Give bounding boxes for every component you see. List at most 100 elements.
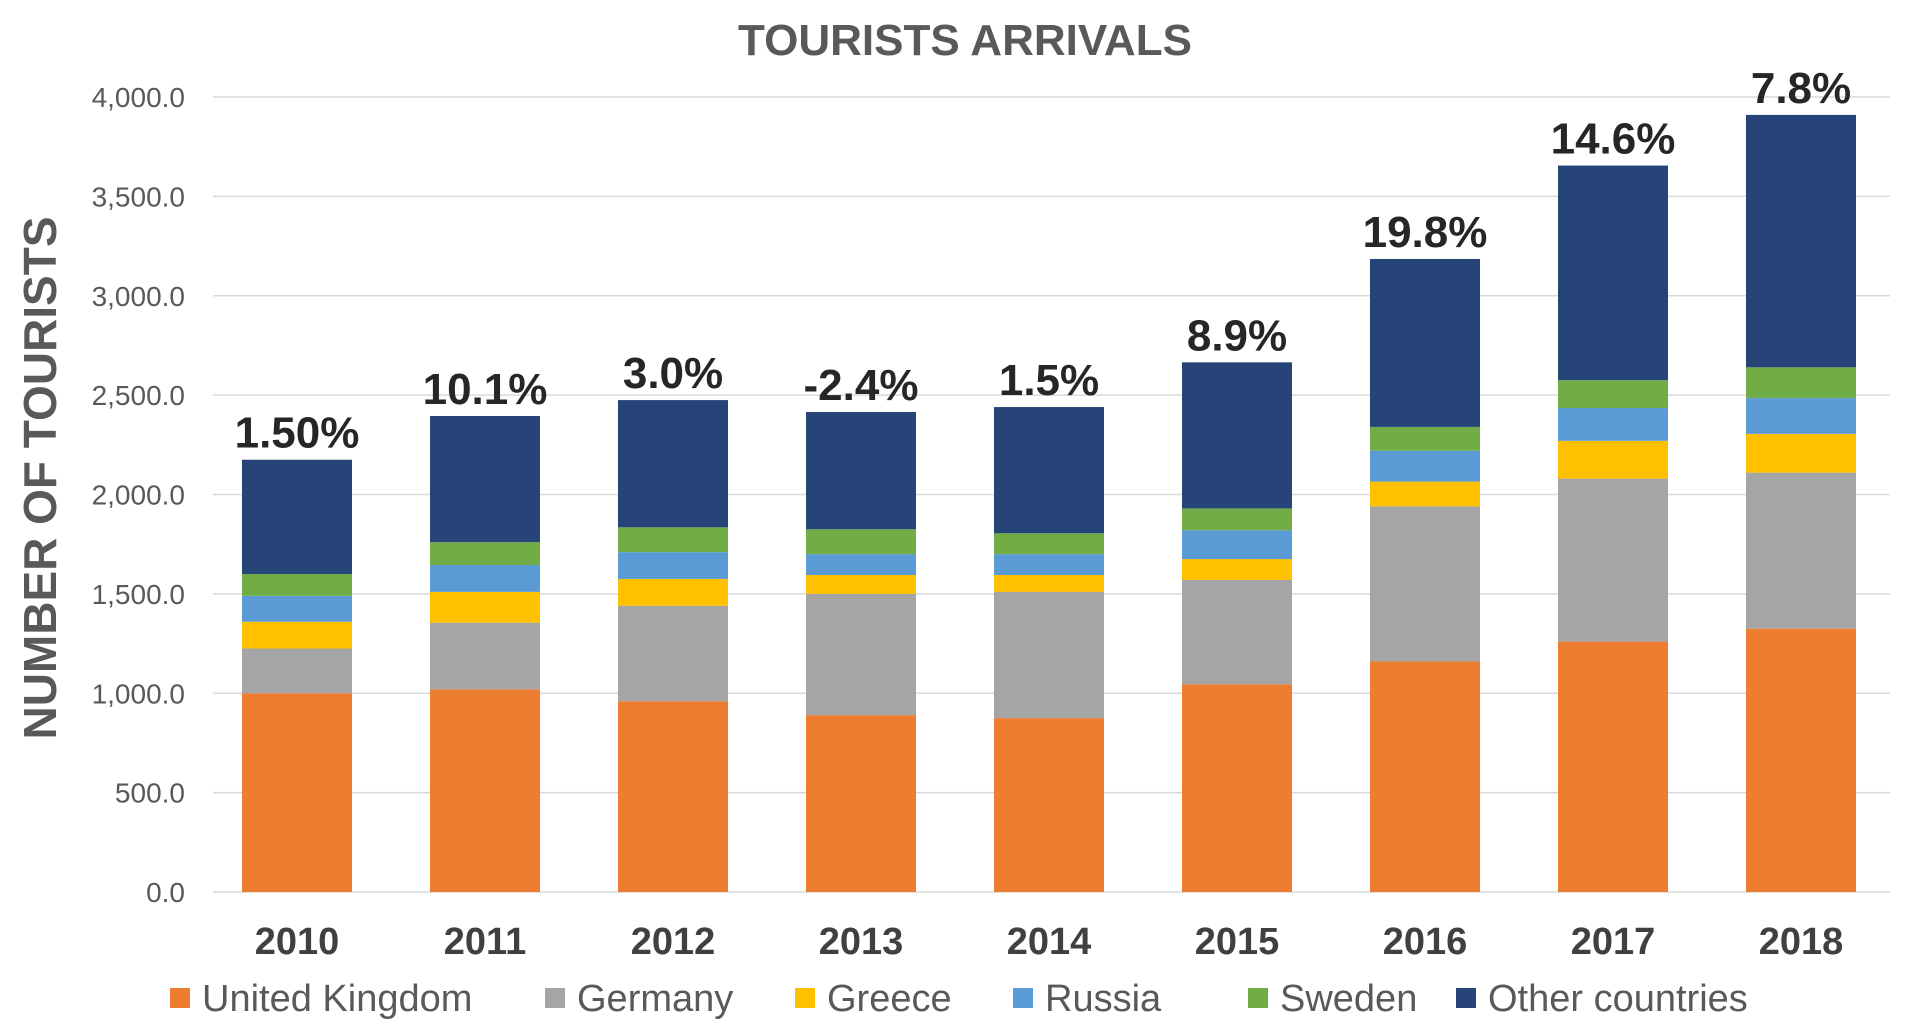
growth-labels: 1.50% 10.1% 3.0% -2.4% 1.5% 8.9% 19.8% 14.6% 7.8… [235,64,1852,458]
y-tick-label: 3,500.0 [92,181,185,212]
y-tick-label: 0.0 [146,877,185,908]
legend-swatch-russia [1013,988,1033,1008]
bar-segment-other-countries-2011 [430,415,540,543]
bar-segment-other-countries-2016 [1370,258,1480,427]
y-tick-label: 4,000.0 [92,82,185,113]
bar-segment-sweden-2010 [242,574,352,596]
y-tick-label: 2,500.0 [92,380,185,411]
bar-segment-other-countries-2012 [618,400,728,528]
growth-label-2010: 1.50% [235,409,360,458]
x-tick-label-2011: 2011 [444,921,526,963]
bar-segment-germany-2014 [994,591,1104,719]
legend-swatch-other-countries [1456,988,1476,1008]
bar-segment-sweden-2014 [994,533,1104,555]
bar-segment-russia-2017 [1558,408,1668,441]
legend-swatch-germany [545,988,565,1008]
bar-segment-united-kingdom-2011 [430,689,540,892]
bar-segment-germany-2011 [430,622,540,690]
bar-segment-united-kingdom-2014 [994,718,1104,892]
y-tick-label: 2,000.0 [92,480,185,511]
legend-label-russia: Russia [1045,978,1162,1020]
bar-segment-germany-2018 [1746,472,1856,629]
bar-segment-sweden-2017 [1558,380,1668,409]
bar-segment-united-kingdom-2017 [1558,641,1668,892]
bar-segment-greece-2012 [618,578,728,606]
bar-segment-sweden-2018 [1746,367,1856,399]
bar-segment-other-countries-2010 [242,459,352,574]
y-axis-label: NUMBER OF TOURISTS [14,216,66,739]
growth-label-2013: -2.4% [804,361,919,410]
bar-segment-united-kingdom-2016 [1370,661,1480,892]
y-tick-label: 1,500.0 [92,579,185,610]
bar-segment-greece-2014 [994,574,1104,592]
bar-segment-germany-2017 [1558,478,1668,642]
bar-segment-germany-2010 [242,648,352,694]
growth-label-2011: 10.1% [423,365,548,414]
bar-segment-russia-2014 [994,554,1104,575]
growth-label-2017: 14.6% [1551,115,1676,164]
legend-label-united-kingdom: United Kingdom [202,978,472,1020]
legend-label-other-countries: Other countries [1488,978,1748,1020]
x-tick-label-2018: 2018 [1759,921,1844,963]
x-tick-label-2016: 2016 [1383,921,1468,963]
bar-segment-russia-2016 [1370,450,1480,482]
bar-segment-sweden-2015 [1182,508,1292,531]
bar-segment-other-countries-2013 [806,412,916,530]
bar-segment-russia-2010 [242,595,352,622]
y-tick-label: 1,000.0 [92,678,185,709]
bar-segment-russia-2013 [806,554,916,575]
bar-segment-greece-2016 [1370,481,1480,507]
y-tick-label: 3,000.0 [92,281,185,312]
bar-segment-russia-2012 [618,552,728,579]
bar-segment-germany-2016 [1370,506,1480,662]
growth-label-2014: 1.5% [999,356,1099,405]
legend-swatch-sweden [1248,988,1268,1008]
bar-segment-other-countries-2015 [1182,362,1292,509]
bar-segment-sweden-2011 [430,542,540,566]
x-tick-label-2010: 2010 [255,921,340,963]
bar-segment-germany-2012 [618,605,728,702]
bar-segment-united-kingdom-2015 [1182,684,1292,892]
growth-label-2018: 7.8% [1751,64,1851,113]
legend-label-sweden: Sweden [1280,978,1417,1020]
bar-segment-greece-2013 [806,574,916,594]
bar-segment-other-countries-2014 [994,407,1104,534]
legend: United Kingdom Germany Greece Russia Sweden O… [170,978,1748,1020]
x-tick-label-2012: 2012 [631,921,716,963]
x-tick-label-2013: 2013 [819,921,904,963]
y-tick-label: 500.0 [115,778,185,809]
bar-segment-russia-2011 [430,565,540,592]
bar-segment-greece-2011 [430,591,540,623]
bars [242,114,1856,892]
y-axis-ticks: 0.0 500.0 1,000.0 1,500.0 2,000.0 2,500.0 3,00… [92,82,185,908]
x-axis-ticks: 2010 2011 2012 2013 2014 2015 2016 2017 2018 [255,921,1844,963]
bar-segment-germany-2015 [1182,579,1292,685]
bar-segment-sweden-2012 [618,527,728,553]
bar-segment-united-kingdom-2018 [1746,628,1856,892]
bar-segment-greece-2018 [1746,433,1856,473]
bar-segment-greece-2015 [1182,559,1292,580]
x-tick-label-2015: 2015 [1195,921,1280,963]
x-tick-label-2017: 2017 [1571,921,1656,963]
legend-label-greece: Greece [827,978,952,1020]
growth-label-2015: 8.9% [1187,311,1287,360]
bar-segment-russia-2018 [1746,398,1856,434]
legend-swatch-greece [795,988,815,1008]
bar-segment-united-kingdom-2013 [806,715,916,892]
legend-label-germany: Germany [577,978,733,1020]
bar-segment-russia-2015 [1182,530,1292,560]
bar-segment-sweden-2016 [1370,426,1480,451]
bar-segment-united-kingdom-2012 [618,701,728,892]
legend-swatch-united-kingdom [170,988,190,1008]
chart-title: TOURISTS ARRIVALS [738,16,1192,65]
bar-segment-other-countries-2018 [1746,114,1856,368]
bar-segment-greece-2010 [242,621,352,649]
bar-segment-other-countries-2017 [1558,165,1668,381]
bar-segment-sweden-2013 [806,529,916,555]
growth-label-2016: 19.8% [1363,208,1488,257]
x-tick-label-2014: 2014 [1007,921,1092,963]
bar-segment-germany-2013 [806,593,916,716]
bar-segment-greece-2017 [1558,440,1668,479]
